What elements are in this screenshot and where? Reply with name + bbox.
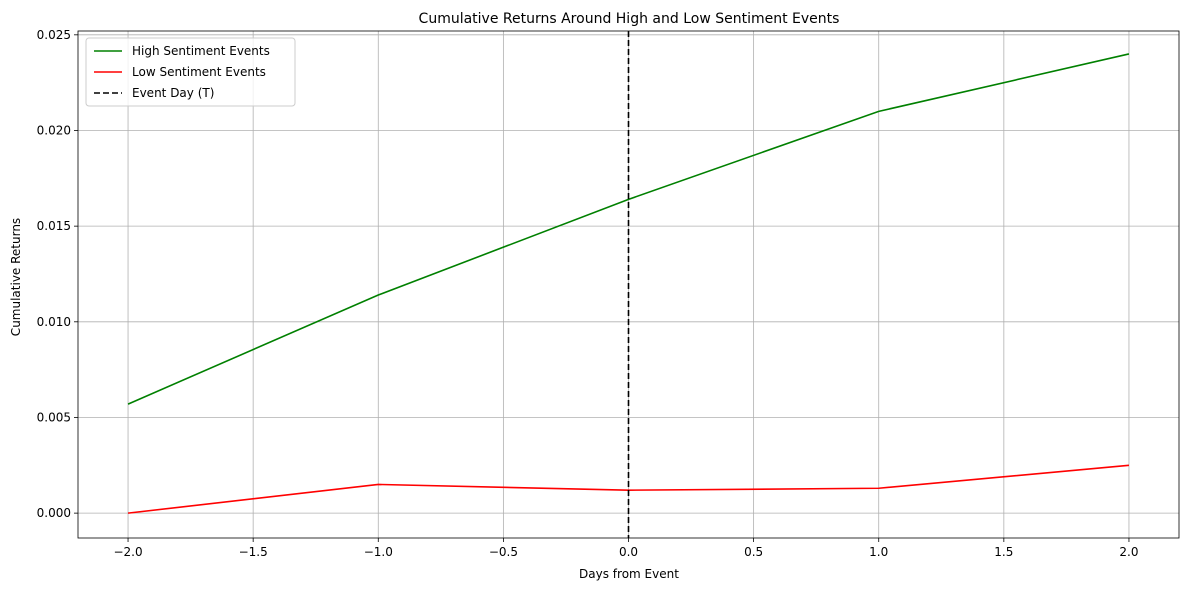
y-tick-label: 0.015 [37, 219, 71, 233]
y-tick-label: 0.020 [37, 123, 71, 137]
x-tick-label: −1.5 [239, 545, 268, 559]
x-tick-label: −1.0 [364, 545, 393, 559]
y-axis-label: Cumulative Returns [9, 218, 23, 336]
y-tick-label: 0.000 [37, 506, 71, 520]
legend: High Sentiment Events Low Sentiment Event… [85, 37, 296, 107]
x-tick-label: 2.0 [1119, 545, 1138, 559]
legend-label: Event Day (T) [132, 86, 214, 100]
legend-box [85, 37, 296, 107]
series-line-high-sentiment [127, 53, 1130, 405]
x-tick-label: −0.5 [489, 545, 518, 559]
y-tick-label: 0.005 [37, 410, 71, 424]
x-tick-label: −2.0 [113, 545, 142, 559]
x-tick-label: 1.0 [869, 545, 888, 559]
chart-title: Cumulative Returns Around High and Low S… [419, 11, 840, 27]
x-axis-label: Days from Event [579, 567, 679, 581]
x-tick-label: 1.5 [994, 545, 1013, 559]
legend-label: Low Sentiment Events [132, 65, 266, 79]
y-tick-label: 0.025 [37, 28, 71, 42]
y-tick-label: 0.010 [37, 315, 71, 329]
y-axis-ticks: 0.000 0.005 0.010 0.015 0.020 0.025 [37, 28, 78, 520]
x-axis-ticks: −2.0 −1.5 −1.0 −0.5 0.0 0.5 1.0 1.5 2.0 [113, 538, 1139, 559]
x-tick-label: 0.5 [744, 545, 763, 559]
legend-label: High Sentiment Events [132, 44, 270, 58]
series-lines [127, 31, 1130, 538]
x-tick-label: 0.0 [619, 545, 638, 559]
